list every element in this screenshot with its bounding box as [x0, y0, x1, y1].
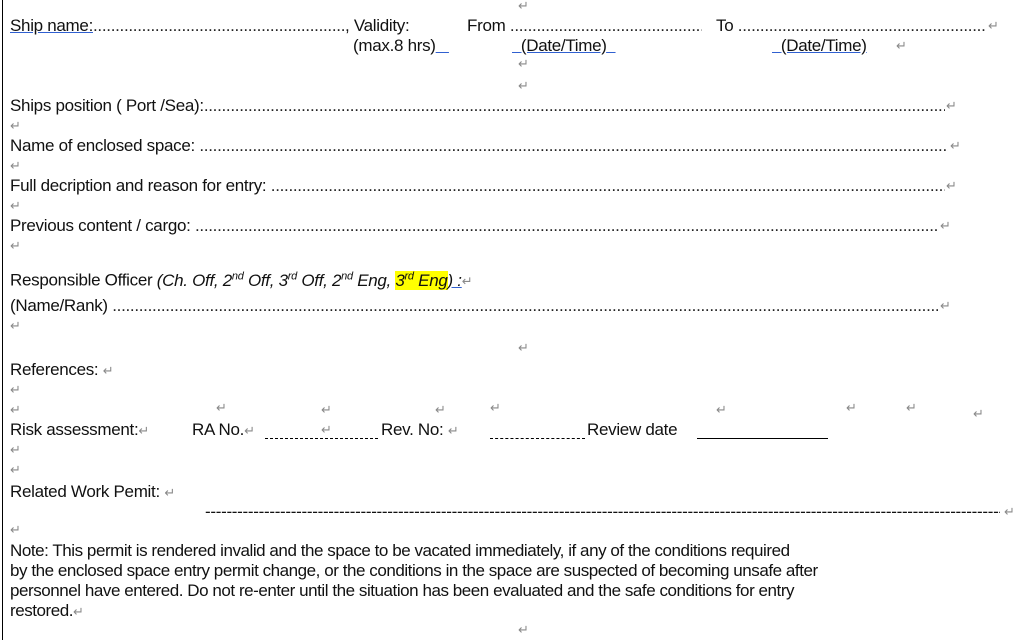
paragraph-mark: ↵	[518, 340, 529, 355]
from-label: From	[467, 16, 506, 35]
note-line: by the enclosed space entry permit chang…	[10, 561, 818, 580]
paragraph-mark: ↵	[10, 462, 21, 477]
paragraph-mark: ↵	[10, 198, 21, 213]
note-line: personnel have entered. Do not re-enter …	[10, 581, 795, 600]
paragraph-mark: ↵	[216, 400, 227, 415]
ra-no-label: RA No.↵	[192, 420, 255, 439]
ship-name-label: Ship name:	[10, 16, 93, 35]
paragraph-mark: ↵	[518, 78, 529, 93]
paragraph-mark: ↵	[10, 238, 21, 253]
paragraph-mark: ↵	[946, 98, 957, 113]
validity-note: (max.8 hrs)	[353, 36, 436, 55]
date-time-to: (Date/Time)	[780, 36, 867, 55]
paragraph-mark: ↵	[716, 402, 727, 417]
paragraph-mark: ↵	[10, 158, 21, 173]
note-line: Note: This permit is rendered invalid an…	[10, 541, 790, 560]
paragraph-mark: ↵	[940, 298, 951, 313]
references-label: References: ↵	[10, 360, 114, 379]
paragraph-mark: ↵	[321, 402, 332, 417]
previous-content-field[interactable]: Previous content / cargo:	[10, 216, 938, 236]
risk-assessment-label: Risk assessment:↵	[10, 420, 150, 439]
paragraph-mark: ↵	[946, 178, 957, 193]
paragraph-mark: ↵	[490, 400, 501, 415]
previous-content-label: Previous content / cargo:	[10, 216, 191, 235]
paragraph-mark: ↵	[518, 0, 529, 13]
paragraph-mark: ↵	[435, 402, 446, 417]
name-rank-label: (Name/Rank)	[10, 296, 108, 315]
ships-position-field[interactable]: Ships position ( Port /Sea):	[10, 96, 945, 116]
rev-no-label: Rev. No: ↵	[381, 420, 459, 439]
enclosed-space-field[interactable]: Name of enclosed space:	[10, 136, 948, 156]
paragraph-mark: ↵	[906, 400, 917, 415]
to-field[interactable]: To	[716, 16, 986, 36]
responsible-officer-label: Responsible Officer (Ch. Off, 2nd Off, 3…	[10, 270, 473, 290]
paragraph-mark: ↵	[518, 56, 529, 71]
paragraph-mark: ↵	[988, 18, 999, 33]
paragraph-mark: ↵	[940, 218, 951, 233]
paragraph-mark: ↵	[1004, 504, 1015, 519]
date-time-from: (Date/Time)	[520, 36, 607, 55]
paragraph-mark: ↵	[896, 38, 907, 53]
description-label: Full decription and reason for entry:	[10, 176, 267, 195]
ship-name-field[interactable]: Ship name:	[10, 16, 345, 36]
paragraph-mark: ↵	[950, 138, 961, 153]
paragraph-mark: ↵	[518, 622, 529, 637]
paragraph-mark: ↵	[10, 442, 21, 457]
related-work-permit-label: Related Work Pemit: ↵	[10, 482, 176, 501]
review-date-input[interactable]	[697, 422, 828, 439]
ra-no-input[interactable]	[265, 422, 378, 439]
paragraph-mark: ↵	[973, 406, 984, 421]
note-line: restored.↵	[10, 601, 84, 620]
page-left-border	[2, 0, 3, 640]
to-label: To	[716, 16, 734, 35]
paragraph-mark: ↵	[10, 118, 21, 133]
name-rank-field[interactable]: (Name/Rank)	[10, 296, 938, 316]
paragraph-mark: ↵	[846, 400, 857, 415]
related-work-permit-input[interactable]	[205, 502, 1000, 522]
from-field[interactable]: From	[467, 16, 702, 36]
review-date-label: Review date	[587, 420, 678, 439]
rev-no-input[interactable]	[490, 422, 585, 439]
paragraph-mark: ↵	[10, 522, 21, 537]
paragraph-mark: ↵	[10, 382, 21, 397]
validity-label: , Validity:	[345, 16, 410, 35]
enclosed-space-label: Name of enclosed space:	[10, 136, 195, 155]
description-field[interactable]: Full decription and reason for entry:	[10, 176, 945, 196]
paragraph-mark: ↵	[10, 402, 21, 417]
note-paragraph: Note: This permit is rendered invalid an…	[10, 541, 818, 622]
paragraph-mark: ↵	[10, 318, 21, 333]
paragraph-mark: ↵	[321, 422, 332, 437]
ships-position-label: Ships position ( Port /Sea):	[10, 96, 204, 115]
